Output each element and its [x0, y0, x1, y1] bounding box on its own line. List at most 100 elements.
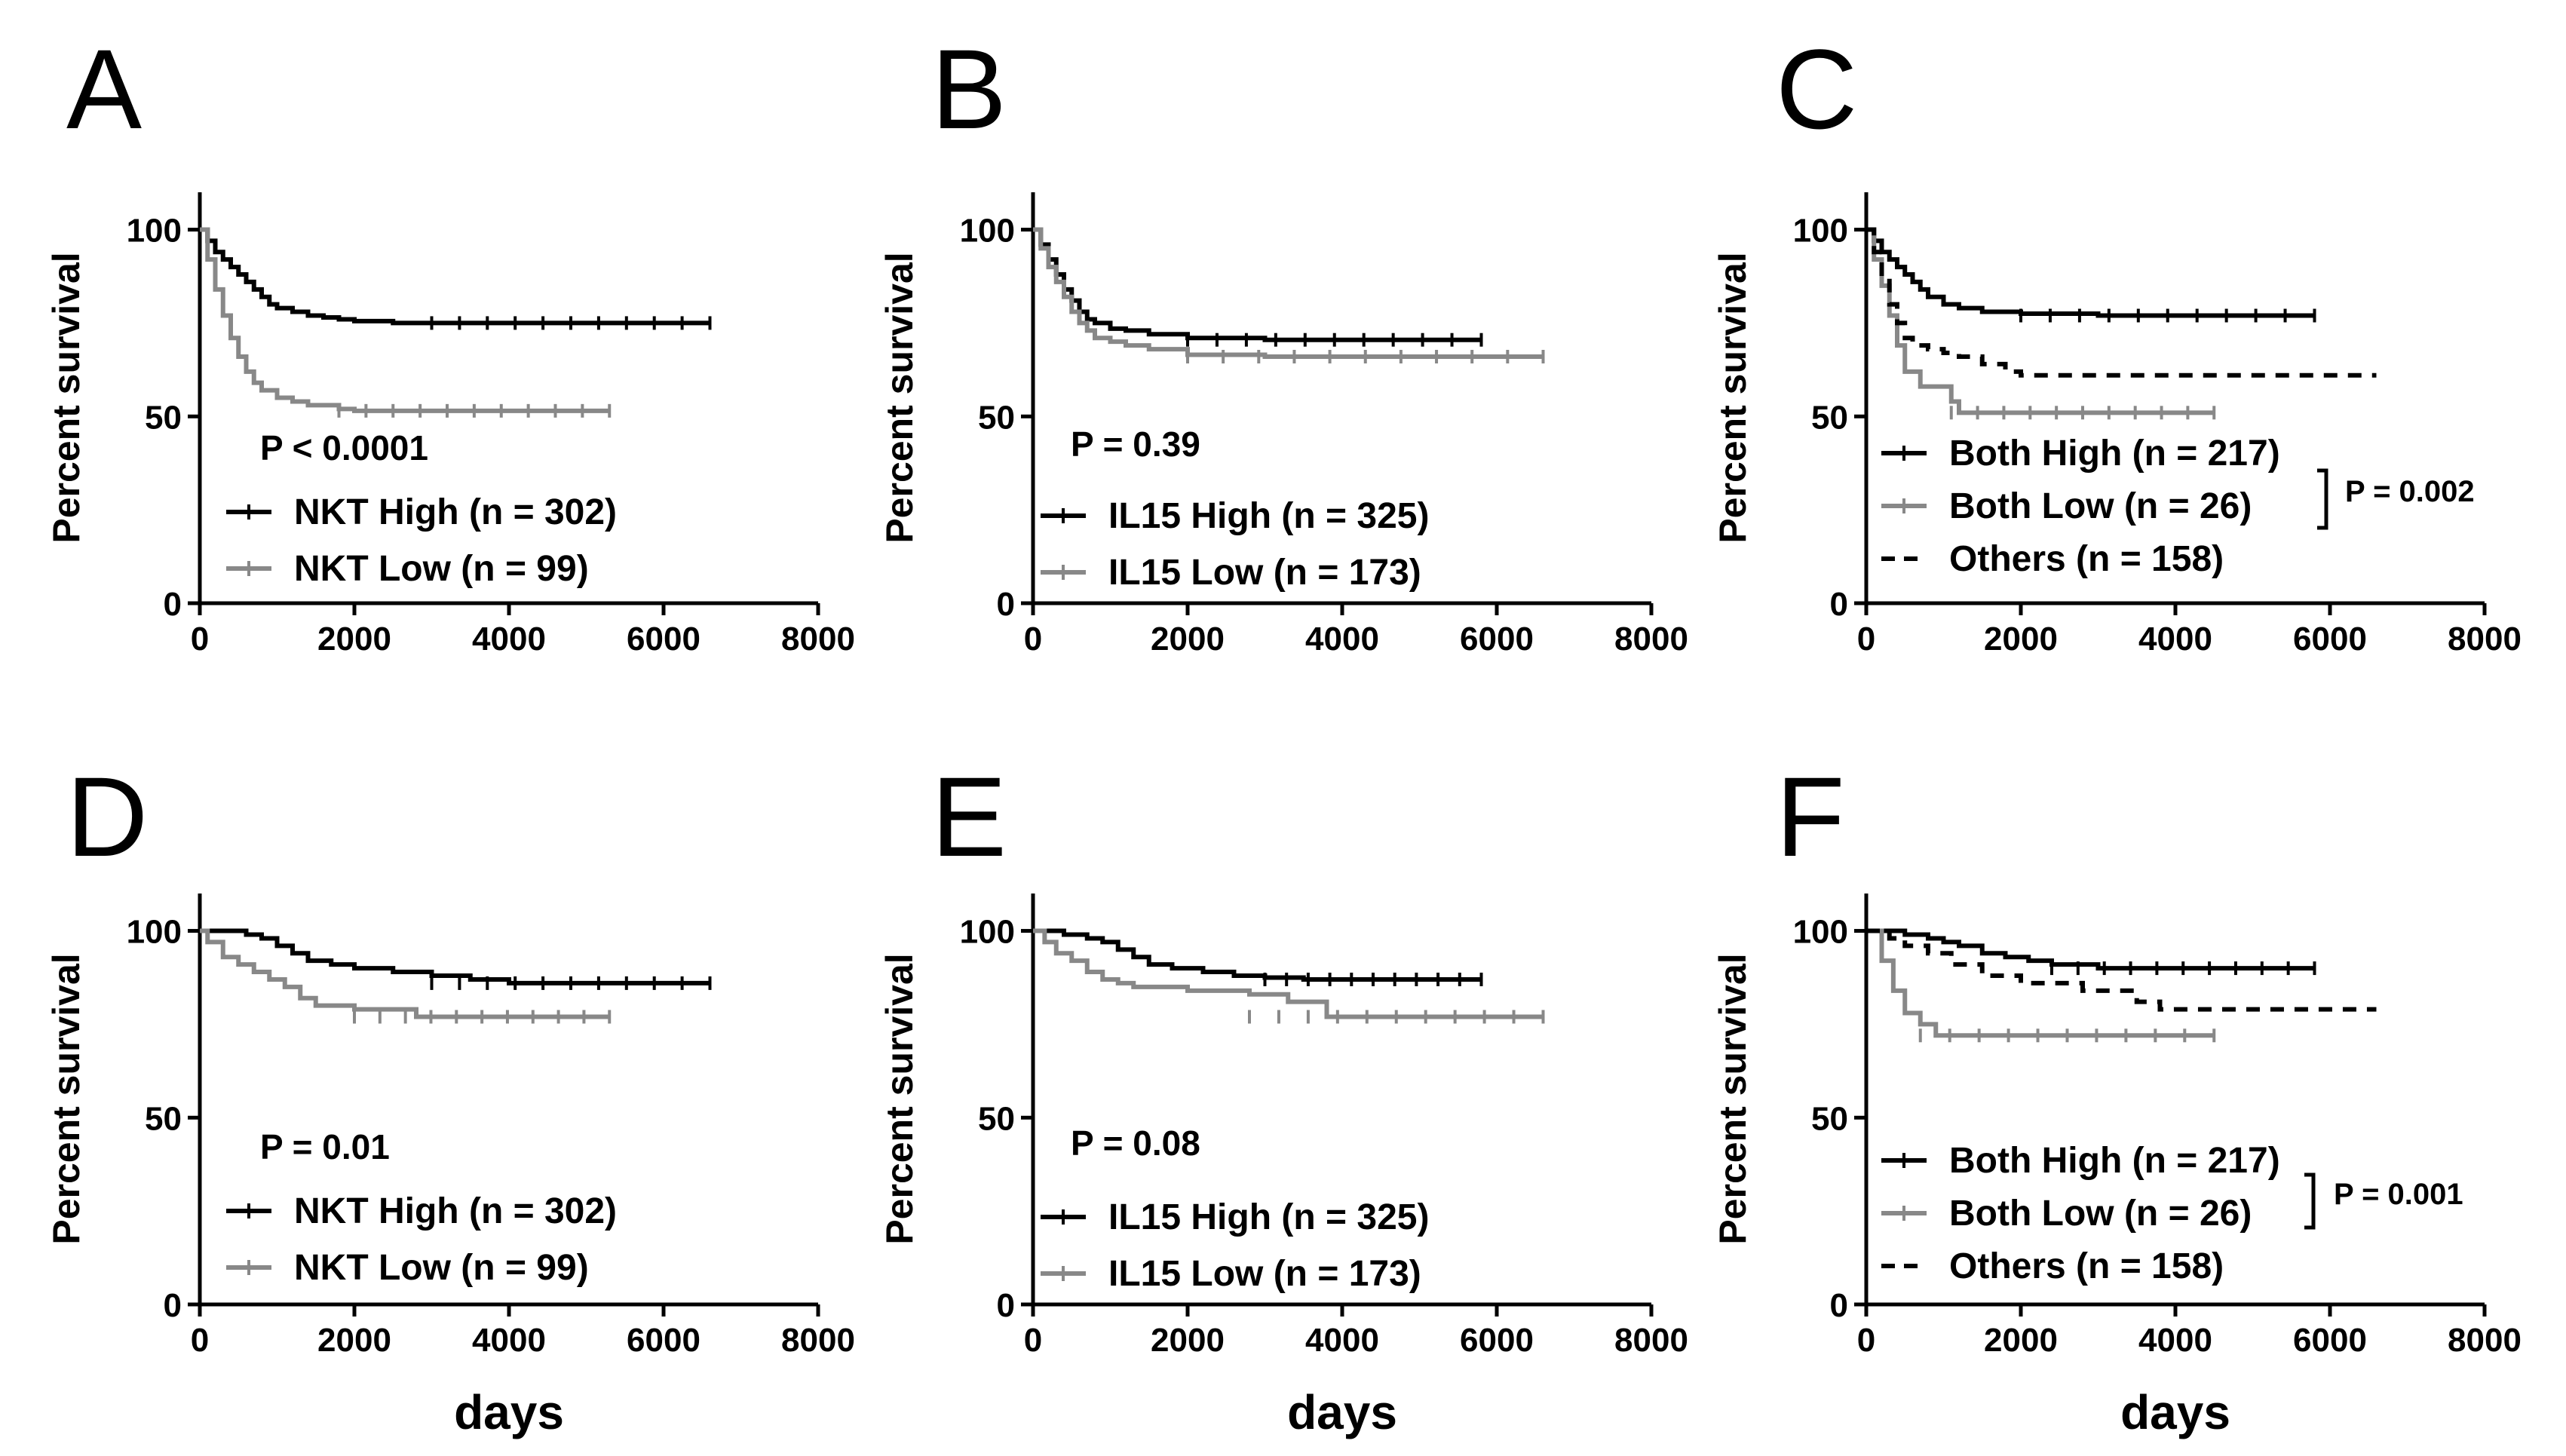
series-line-2 [1033, 928, 1544, 1019]
x-tick-label: 4000 [1305, 621, 1379, 657]
x-tick-label: 8000 [1614, 1322, 1688, 1359]
x-tick-label: 4000 [1305, 1322, 1379, 1359]
x-tick-label: 8000 [1614, 621, 1688, 657]
y-tick-label: 50 [978, 399, 1015, 436]
x-tick-label: 6000 [627, 621, 701, 657]
series-line-2 [1866, 928, 2215, 1038]
y-tick-label: 0 [997, 1287, 1015, 1324]
series-line-1 [1866, 928, 2315, 971]
panel-letter: B [931, 26, 1007, 152]
x-tick-label: 6000 [1460, 1322, 1534, 1359]
p-value: P = 0.002 [2345, 475, 2475, 508]
y-tick-label: 0 [1830, 1287, 1848, 1324]
x-tick-label: 0 [1857, 1322, 1875, 1359]
legend-label: IL15 High (n = 325) [1108, 496, 1429, 536]
legend-label: IL15 High (n = 325) [1108, 1197, 1429, 1237]
series-line-3 [1866, 928, 2377, 1012]
y-tick-label: 50 [978, 1100, 1015, 1137]
y-tick-label: 0 [997, 586, 1015, 623]
y-axis-label: Percent survival [45, 953, 87, 1244]
y-tick-label: 100 [127, 914, 182, 951]
panel-d: D 0 50 100 0 2000 4000 6000 8000 Percent survival… [45, 753, 855, 1439]
y-axis-label: Percent survival [1712, 252, 1754, 543]
p-value: P = 0.39 [1071, 425, 1200, 464]
legend-label: Both High (n = 217) [1949, 434, 2280, 474]
y-tick-label: 50 [1811, 399, 1848, 436]
series-line-1 [1866, 227, 2315, 318]
x-tick-label: 8000 [2448, 621, 2522, 657]
x-axis-label: days [2120, 1385, 2230, 1439]
x-tick-label: 4000 [2138, 1322, 2212, 1359]
x-tick-label: 0 [1024, 621, 1042, 657]
y-axis-label: Percent survival [1712, 953, 1754, 1244]
x-tick-label: 4000 [472, 1322, 546, 1359]
p-value-bracket [2317, 468, 2328, 530]
series-line-2 [200, 928, 610, 1019]
legend-label: IL15 Low (n = 173) [1108, 1254, 1421, 1294]
x-axis-label: days [454, 1385, 564, 1439]
series-line-1 [1033, 928, 1482, 982]
x-tick-label: 6000 [2293, 621, 2367, 657]
panel-f: F 0 50 100 0 2000 4000 6000 8000 Percent survival… [1712, 753, 2522, 1439]
x-axis-label: days [1287, 1385, 1397, 1439]
x-tick-label: 0 [191, 621, 209, 657]
x-tick-label: 0 [1024, 1322, 1042, 1359]
panel-c: C 0 50 100 0 2000 4000 6000 8000 Percent survival… [1712, 26, 2522, 657]
series-line-2 [1033, 227, 1544, 359]
x-tick-label: 2000 [1151, 621, 1225, 657]
legend-label: NKT High (n = 302) [294, 492, 617, 532]
p-value-bracket [2304, 1172, 2316, 1230]
series-line-3 [1866, 227, 2377, 378]
y-tick-label: 100 [960, 213, 1015, 250]
legend-label: Both Low (n = 26) [1949, 486, 2252, 526]
panel-e: E 0 50 100 0 2000 4000 6000 8000 Percent survival… [878, 753, 1688, 1439]
y-axis-label: Percent survival [45, 252, 87, 543]
series-line-1 [1033, 227, 1482, 342]
y-axis-label: Percent survival [878, 953, 921, 1244]
y-tick-label: 0 [164, 586, 182, 623]
y-tick-label: 0 [164, 1287, 182, 1324]
x-tick-label: 6000 [1460, 621, 1534, 657]
x-tick-label: 2000 [1984, 621, 2058, 657]
series-line-1 [200, 928, 710, 985]
panel-letter: D [66, 753, 148, 880]
legend-label: Both Low (n = 26) [1949, 1194, 2252, 1234]
panel-b: B 0 50 100 0 2000 4000 6000 8000 Percent survival… [878, 26, 1688, 657]
legend-label: Both High (n = 217) [1949, 1141, 2280, 1181]
legend-label: NKT Low (n = 99) [294, 1248, 589, 1288]
y-tick-label: 0 [1830, 586, 1848, 623]
x-tick-label: 6000 [627, 1322, 701, 1359]
legend-label: NKT High (n = 302) [294, 1191, 617, 1231]
y-tick-label: 50 [145, 399, 182, 436]
legend-label: Others (n = 158) [1949, 1246, 2224, 1286]
p-value: P = 0.001 [2334, 1178, 2463, 1211]
x-tick-label: 4000 [2138, 621, 2212, 657]
p-value: P = 0.08 [1071, 1123, 1200, 1163]
x-tick-label: 6000 [2293, 1322, 2367, 1359]
legend-label: Others (n = 158) [1949, 539, 2224, 579]
x-tick-label: 4000 [472, 621, 546, 657]
x-tick-label: 0 [191, 1322, 209, 1359]
legend-label: NKT Low (n = 99) [294, 549, 589, 589]
y-axis-label: Percent survival [878, 252, 921, 543]
x-tick-label: 2000 [317, 621, 391, 657]
x-tick-label: 8000 [2448, 1322, 2522, 1359]
panel-letter: C [1776, 26, 1857, 152]
legend-label: IL15 Low (n = 173) [1108, 553, 1421, 593]
y-tick-label: 100 [1793, 914, 1848, 951]
y-tick-label: 50 [1811, 1100, 1848, 1137]
y-tick-label: 100 [127, 213, 182, 250]
panel-letter: E [931, 753, 1007, 880]
y-tick-label: 50 [145, 1100, 182, 1137]
panel-letter: F [1776, 753, 1845, 880]
p-value: P = 0.01 [260, 1127, 390, 1166]
x-tick-label: 2000 [1151, 1322, 1225, 1359]
panel-letter: A [66, 26, 142, 152]
x-tick-label: 0 [1857, 621, 1875, 657]
panel-a: A 0 50 100 0 2000 4000 6000 8000 Percent survival… [45, 26, 855, 657]
series-line-1 [200, 227, 710, 326]
y-tick-label: 100 [960, 914, 1015, 951]
x-tick-label: 8000 [781, 621, 855, 657]
